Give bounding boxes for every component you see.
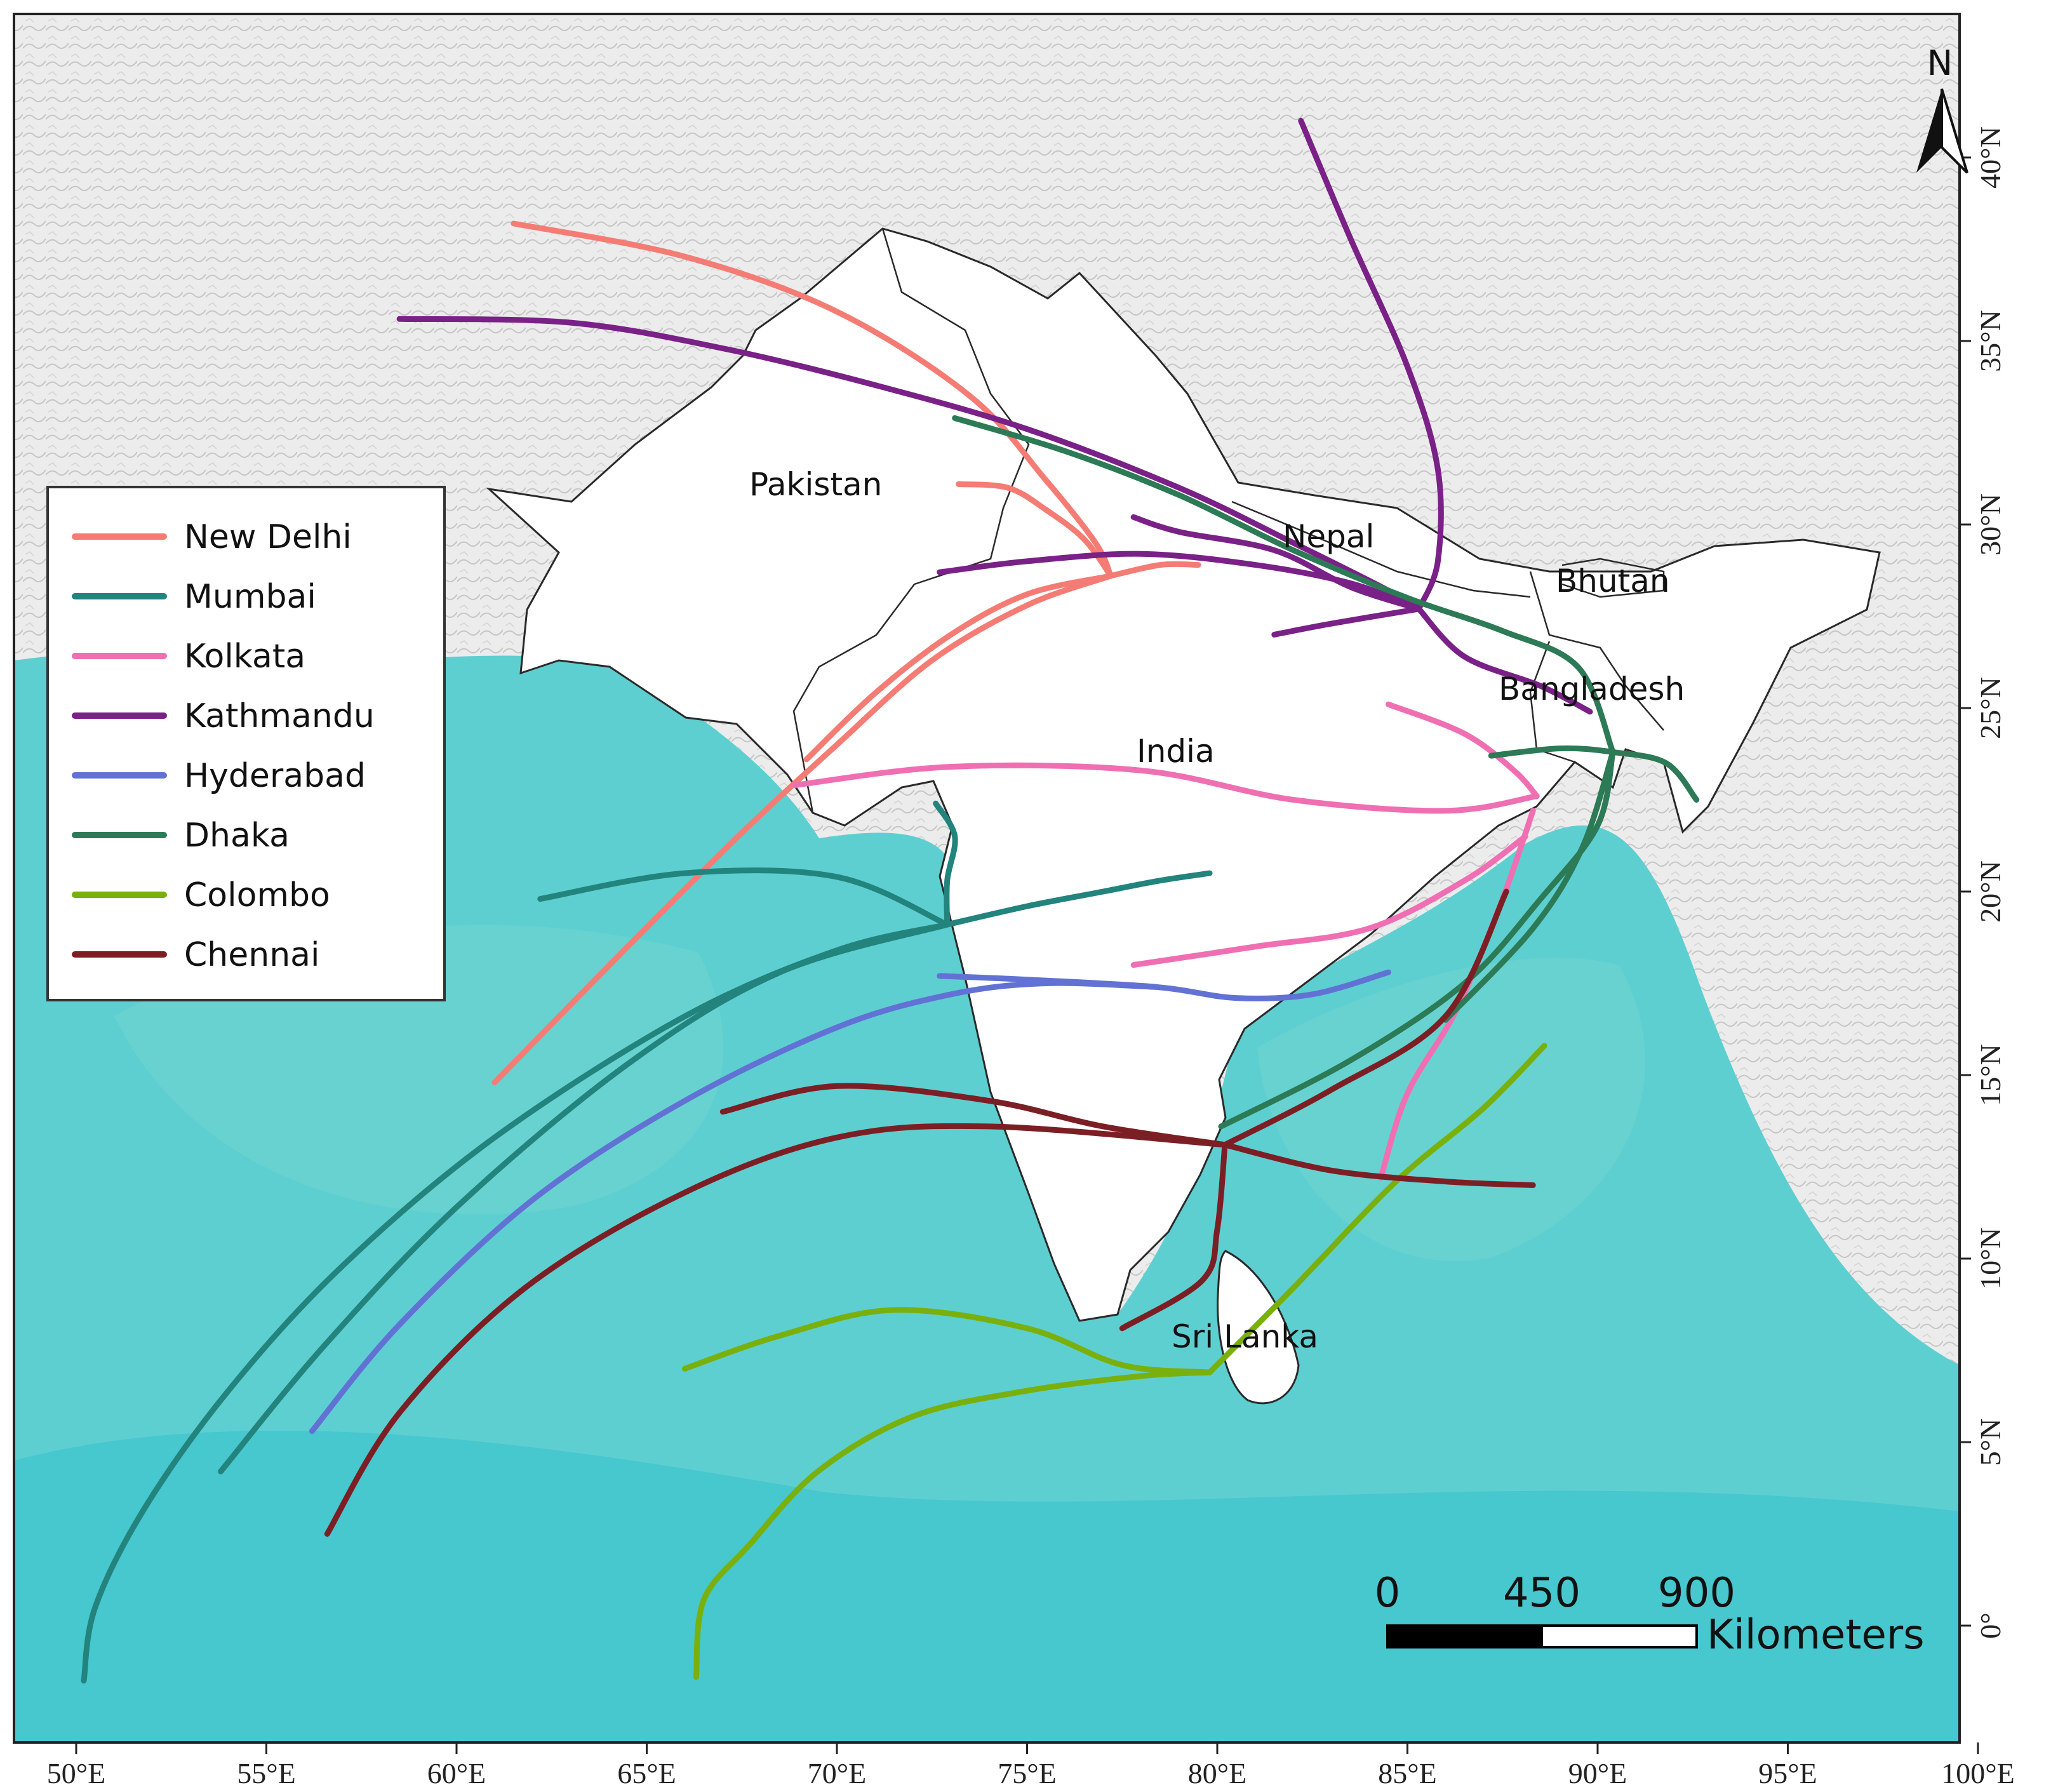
ocean-deep-area xyxy=(14,1430,1960,1742)
trajectory-new-delhi-3 xyxy=(803,573,1114,763)
trajectory-new-delhi-4 xyxy=(956,481,1114,579)
legend-label-chennai: Chennai xyxy=(184,936,319,974)
trajectory-new-delhi-5 xyxy=(1107,561,1201,579)
country-label-nepal: Nepal xyxy=(1283,518,1374,555)
trajectory-new-delhi-2 xyxy=(491,573,1114,1086)
y-tick-label: 10°N xyxy=(1974,1227,2007,1290)
trajectory-kathmandu-5 xyxy=(1271,606,1422,638)
scale-unit: Kilometers xyxy=(1707,1612,1925,1659)
trajectory-new-delhi-1 xyxy=(511,220,1114,579)
scale-bar: 0 450 900 Kilometers xyxy=(1375,1570,1925,1659)
legend-label-hyderabad: Hyderabad xyxy=(184,757,366,795)
scale-tick-900: 900 xyxy=(1658,1570,1735,1617)
y-tick-label: 30°N xyxy=(1974,493,2007,556)
legend-box xyxy=(46,486,446,1001)
x-tick-label: 90°E xyxy=(1568,1757,1627,1789)
longitude-axis: 50°E 55°E 60°E 65°E 70°E 75°E 80°E 85°E 90°E 95°E… xyxy=(47,1742,2015,1789)
map-frame xyxy=(13,13,1961,1744)
trajectory-layer xyxy=(81,117,1700,1684)
country-label-sri-lanka: Sri Lanka xyxy=(1172,1318,1318,1355)
north-arrow-label: N xyxy=(1927,43,1953,83)
trajectory-chennai-2 xyxy=(719,1083,1228,1148)
trajectory-kolkata-1 xyxy=(1386,701,1540,799)
trajectory-colombo-2 xyxy=(681,1307,1213,1375)
x-tick-label: 75°E xyxy=(998,1757,1057,1789)
trajectory-mumbai-3 xyxy=(537,867,951,928)
scale-tick-450: 450 xyxy=(1503,1570,1580,1617)
y-tick-label: 5°N xyxy=(1974,1419,2007,1466)
country-borders xyxy=(792,228,1665,813)
legend-label-new-delhi: New Delhi xyxy=(184,518,352,556)
y-tick-label: 0° xyxy=(1974,1612,2007,1638)
trajectory-kathmandu-2 xyxy=(1298,117,1444,612)
bay-of-bengal-tint xyxy=(1257,958,1645,1261)
scale-bar-black xyxy=(1386,1624,1543,1648)
trajectory-kolkata-3 xyxy=(1130,833,1528,968)
scale-bar-white xyxy=(1540,1624,1698,1648)
y-tick-label: 25°N xyxy=(1974,677,2007,739)
trajectory-mumbai-5 xyxy=(933,800,958,928)
trajectory-colombo-3 xyxy=(1206,1043,1547,1375)
trajectory-mumbai-4 xyxy=(944,870,1213,928)
x-tick-label: 55°E xyxy=(237,1757,296,1789)
trajectory-dhaka-4 xyxy=(1488,745,1700,803)
y-tick-label: 35°N xyxy=(1974,310,2007,372)
y-tick-label: 40°N xyxy=(1974,126,2007,189)
y-tick-label: 15°N xyxy=(1974,1044,2007,1106)
country-label-bangladesh: Bangladesh xyxy=(1499,671,1685,707)
trajectory-colombo-1 xyxy=(693,1369,1213,1680)
scale-tick-0: 0 xyxy=(1375,1570,1401,1617)
x-tick-label: 60°E xyxy=(427,1757,486,1789)
trajectory-chennai-3 xyxy=(1222,1142,1536,1188)
country-label-bhutan: Bhutan xyxy=(1556,563,1670,599)
legend-label-dhaka: Dhaka xyxy=(184,817,290,855)
legend-label-colombo: Colombo xyxy=(184,876,330,914)
trajectory-hyderabad-1 xyxy=(309,980,1159,1434)
latitude-axis: 0° 5°N 10°N 15°N 20°N 25°N 30°N 35°N 40°N xyxy=(1960,126,2007,1639)
legend-label-mumbai: Mumbai xyxy=(184,578,316,616)
x-tick-label: 100°E xyxy=(1941,1757,2015,1789)
trajectory-kathmandu-3 xyxy=(937,551,1422,612)
country-label-india: India xyxy=(1137,733,1215,770)
y-tick-label: 20°N xyxy=(1974,860,2007,923)
trajectory-dhaka-2 xyxy=(1218,749,1616,1130)
trajectory-dhaka-3 xyxy=(1442,749,1616,1023)
trajectory-hyderabad-2 xyxy=(937,969,1391,1001)
trajectory-kolkata-2 xyxy=(792,762,1540,814)
x-tick-label: 70°E xyxy=(808,1757,867,1789)
trajectory-dhaka-1 xyxy=(952,415,1616,755)
trajectory-chennai-4 xyxy=(1222,888,1509,1148)
x-tick-label: 80°E xyxy=(1188,1757,1247,1789)
x-tick-label: 50°E xyxy=(47,1757,106,1789)
country-label-pakistan: Pakistan xyxy=(749,466,882,503)
legend-label-kolkata: Kolkata xyxy=(184,638,305,676)
x-tick-label: 85°E xyxy=(1378,1757,1437,1789)
trajectory-kathmandu-4 xyxy=(1130,514,1422,612)
x-tick-label: 65°E xyxy=(617,1757,676,1789)
trajectory-chennai-5 xyxy=(1119,1142,1228,1332)
trajectory-mumbai-2 xyxy=(218,921,951,1474)
north-arrow-icon xyxy=(1916,89,1942,173)
trajectory-chennai-1 xyxy=(324,1123,1228,1537)
trajectory-kathmandu-1 xyxy=(396,316,1422,612)
legend-label-kathmandu: Kathmandu xyxy=(184,697,375,735)
trajectory-kathmandu-6 xyxy=(1416,606,1593,715)
legend: New Delhi Mumbai Kolkata Kathmandu Hyderabad… xyxy=(46,486,446,1001)
north-arrow: N xyxy=(1916,43,1968,174)
x-tick-label: 95°E xyxy=(1758,1757,1817,1789)
